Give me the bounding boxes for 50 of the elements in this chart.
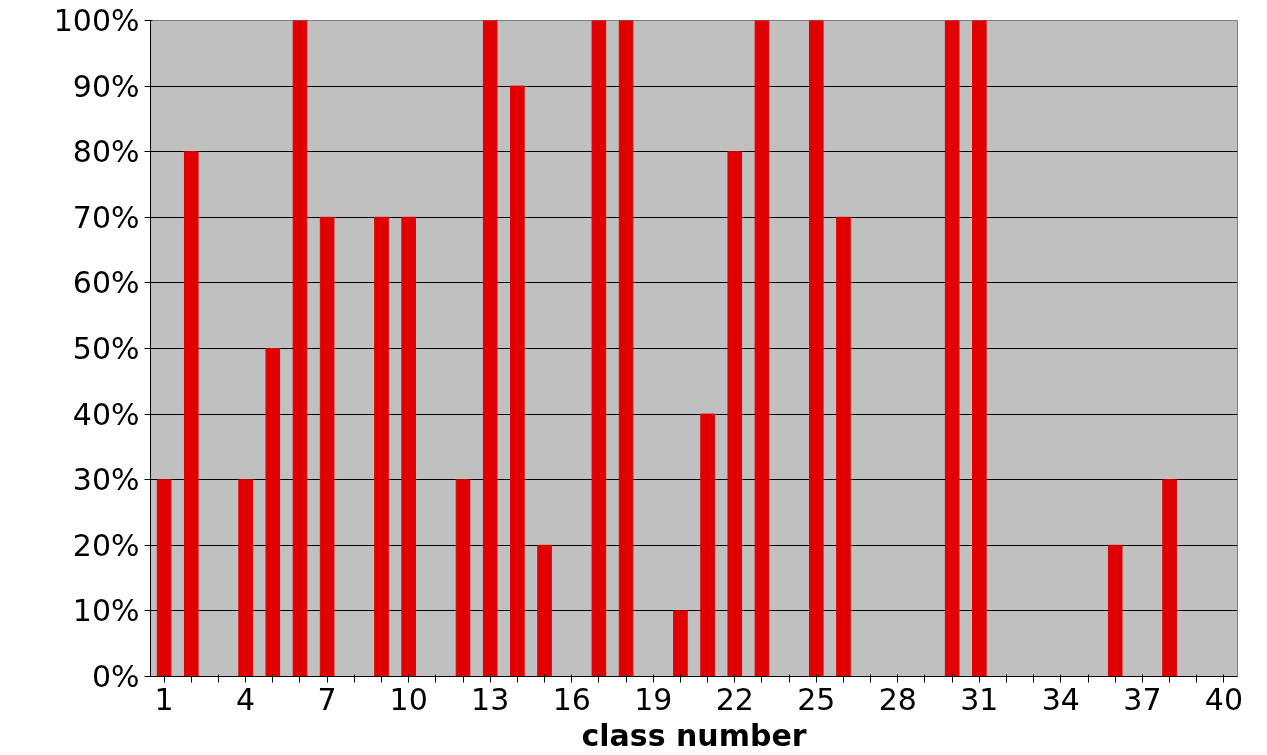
x-tick-label: 31 — [960, 681, 999, 717]
y-tick-label: 10% — [72, 593, 140, 629]
x-tick-label: 16 — [552, 681, 591, 717]
bar — [1162, 479, 1177, 677]
bar — [618, 20, 634, 677]
bar — [510, 85, 525, 677]
bar — [455, 479, 471, 677]
x-tick-label: 1 — [154, 681, 174, 717]
x-tick-label: 22 — [715, 681, 754, 717]
bar — [972, 20, 987, 677]
bar — [482, 20, 498, 677]
x-axis-title: class number — [581, 717, 807, 753]
bar — [673, 610, 688, 677]
y-tick-label: 60% — [72, 265, 140, 301]
bar — [944, 20, 960, 677]
bar — [754, 20, 770, 677]
y-tick-label: 80% — [72, 134, 140, 170]
x-tick-label: 4 — [236, 681, 256, 717]
bar — [374, 216, 389, 677]
x-tick-label: 37 — [1123, 681, 1162, 717]
bar — [292, 20, 308, 677]
x-tick-label: 40 — [1204, 681, 1244, 717]
bar — [183, 151, 199, 677]
x-tick-label: 19 — [634, 681, 673, 717]
y-tick-label: 0% — [91, 659, 140, 694]
y-tick-label: 20% — [72, 527, 140, 563]
y-tick-label: 90% — [72, 68, 140, 104]
x-tick-label: 10 — [389, 681, 428, 717]
x-tick-label: 7 — [317, 681, 337, 717]
y-tick-label: 50% — [72, 331, 140, 366]
y-tick-label: 70% — [72, 199, 140, 235]
x-tick-label: 28 — [878, 681, 917, 717]
bar — [808, 20, 824, 677]
bar — [156, 479, 172, 677]
bar — [1107, 544, 1123, 677]
bar — [401, 216, 416, 677]
y-tick-label: 30% — [72, 462, 140, 498]
bar — [700, 413, 715, 677]
bar — [238, 479, 253, 677]
x-tick-label: 25 — [797, 681, 836, 717]
bar — [319, 216, 335, 677]
x-tick-label: 34 — [1041, 681, 1080, 717]
bar — [537, 544, 552, 677]
y-tick-label: 100% — [53, 3, 140, 38]
bar — [265, 348, 281, 677]
y-tick-label: 40% — [72, 396, 140, 432]
bar — [727, 151, 743, 677]
bar — [836, 216, 851, 677]
bar — [591, 20, 607, 677]
x-tick-label: 13 — [471, 681, 510, 717]
